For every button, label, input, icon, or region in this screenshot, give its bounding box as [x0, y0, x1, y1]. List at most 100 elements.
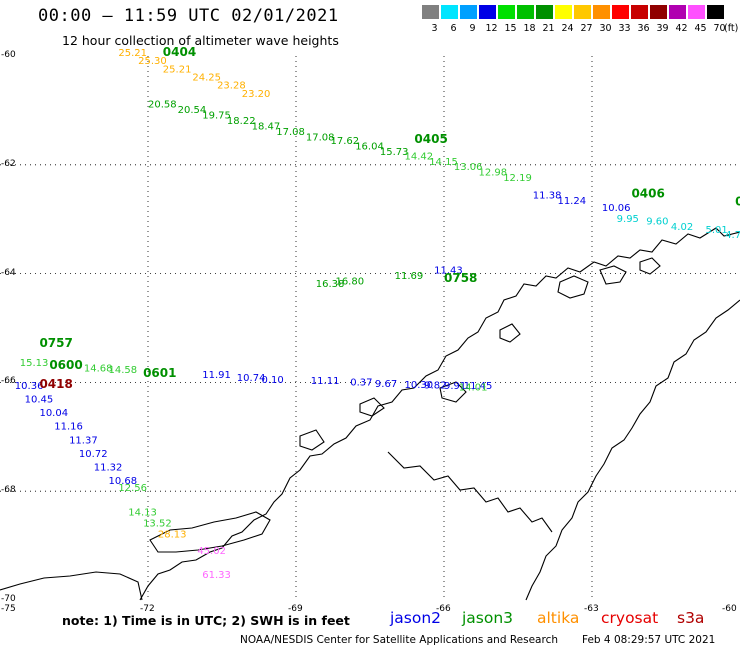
legend-label: 9 — [469, 23, 476, 34]
wave-height-value: 11.37 — [69, 435, 98, 446]
wave-height-value: 28.13 — [158, 529, 187, 540]
coastline-inner — [525, 299, 740, 601]
legend-swatch — [441, 5, 458, 19]
legend-swatch — [498, 5, 515, 19]
wave-height-value: 23.28 — [217, 81, 246, 92]
wave-height-value: 5.01 — [705, 225, 727, 236]
wave-height-value: 10.36 — [15, 381, 44, 392]
legend-label: 45 — [694, 23, 707, 34]
coastline-island-4 — [499, 323, 521, 343]
coastline-island-6 — [359, 397, 385, 417]
wave-height-value: 15.13 — [20, 358, 49, 369]
satellite-key-altika: altika — [537, 609, 580, 627]
wave-height-value: 10.30 — [405, 380, 434, 391]
wave-height-value: 9.91 — [444, 381, 466, 392]
latitude-label: -64 — [1, 267, 16, 278]
coastline-peninsula-west — [139, 227, 740, 601]
wave-height-value: 10.06 — [602, 203, 631, 214]
pass-time-label: 0758 — [444, 271, 477, 285]
wave-height-value: 0.37 — [350, 378, 372, 389]
pass-time-label: 0406 — [631, 186, 664, 200]
wave-height-value: 11.32 — [94, 463, 123, 474]
legend-label: 21 — [542, 23, 555, 34]
coastline-island-2 — [599, 265, 627, 285]
satellite-key-jason2: jason2 — [390, 609, 442, 627]
wave-height-value: 19.75 — [202, 111, 231, 122]
wave-height-value: 10.68 — [109, 476, 138, 487]
legend-swatch — [688, 5, 705, 19]
legend-label: 15 — [504, 23, 517, 34]
legend-label: 27 — [580, 23, 593, 34]
map-title: 00:00 – 11:59 UTC 02/01/2021 — [38, 6, 339, 26]
legend-label: 18 — [523, 23, 536, 34]
wave-height-value: 12.19 — [503, 173, 532, 184]
legend-label: 30 — [599, 23, 612, 34]
pass-time-labels: 0404 0405 0406 0758 0758 0757 0600 0601 0418 — [39, 45, 740, 391]
wave-height-value: 12.98 — [479, 168, 508, 179]
wave-height-value: 15.73 — [380, 147, 409, 158]
legend-label: 3 — [431, 23, 438, 34]
wave-height-value: 17.08 — [276, 127, 305, 138]
wave-height-value: 10.72 — [79, 449, 108, 460]
wave-height-value: 18.47 — [252, 121, 281, 132]
pass-time-label: 0600 — [49, 358, 82, 372]
wave-height-value: 11.91 — [202, 370, 231, 381]
legend-swatch — [593, 5, 610, 19]
legend-label: 70 — [713, 23, 726, 34]
legend-label: 39 — [656, 23, 669, 34]
legend-label: 24 — [561, 23, 574, 34]
legend-swatch — [555, 5, 572, 19]
wave-height-value: 13.06 — [454, 162, 483, 173]
pass-time-label: 0757 — [39, 336, 72, 350]
latitude-label: -66 — [1, 376, 16, 387]
wave-height-value: 11.43 — [434, 266, 463, 277]
wave-height-value: 45.02 — [197, 546, 226, 557]
wave-height-value: 4.78 — [725, 230, 740, 241]
latitude-label: -70 — [1, 594, 16, 604]
footer-note: note: 1) Time is in UTC; 2) SWH is in fe… — [62, 613, 350, 628]
coastline-island-5 — [439, 381, 467, 403]
wave-height-value: 17.62 — [331, 136, 360, 147]
coastline-island-3 — [639, 257, 661, 275]
satellite-key-cryosat: cryosat — [601, 609, 659, 627]
wave-height-value: 13.52 — [143, 519, 172, 530]
legend-swatch — [669, 5, 686, 19]
wave-height-value: 10.45 — [25, 395, 54, 406]
pass-time-label: 0601 — [143, 366, 176, 380]
legend-swatch — [536, 5, 553, 19]
legend-label: 33 — [618, 23, 631, 34]
legend-swatch — [479, 5, 496, 19]
longitude-label: -72 — [140, 604, 155, 614]
latitude-label: -60 — [1, 50, 16, 60]
legend-swatch — [612, 5, 629, 19]
wave-height-value: 25.21 — [163, 64, 192, 75]
wave-height-value: 14.68 — [84, 364, 113, 375]
coastline — [0, 227, 740, 601]
wave-height-value: 11.45 — [464, 381, 493, 392]
pass-time-label: 0405 — [414, 132, 447, 146]
legend-label: 42 — [675, 23, 688, 34]
legend-swatch — [707, 5, 724, 19]
wave-height-value: 24.25 — [192, 72, 221, 83]
longitude-label: -63 — [584, 604, 599, 614]
wave-height-value: 16.80 — [335, 276, 364, 287]
wave-height-value: 14.13 — [128, 508, 157, 519]
wave-height-value: 23.20 — [242, 89, 271, 100]
legend-swatch — [574, 5, 591, 19]
pass-time-label: 0758 — [735, 195, 740, 209]
legend-swatch — [460, 5, 477, 19]
wave-height-value: 14.42 — [405, 151, 434, 162]
coastline-island-1 — [557, 275, 589, 299]
wave-height-value: 16.38 — [316, 279, 345, 290]
coastline-shelf — [387, 451, 553, 533]
legend-swatch — [650, 5, 667, 19]
wave-height-value: 12.56 — [118, 483, 147, 494]
legend-swatch — [517, 5, 534, 19]
wave-height-value: 0.10 — [261, 375, 283, 386]
longitude-label: -75 — [1, 604, 16, 614]
coastline-island-7 — [299, 429, 325, 451]
wave-height-value: 9.95 — [617, 214, 639, 225]
legend-label: 36 — [637, 23, 650, 34]
legend-swatch — [422, 5, 439, 19]
